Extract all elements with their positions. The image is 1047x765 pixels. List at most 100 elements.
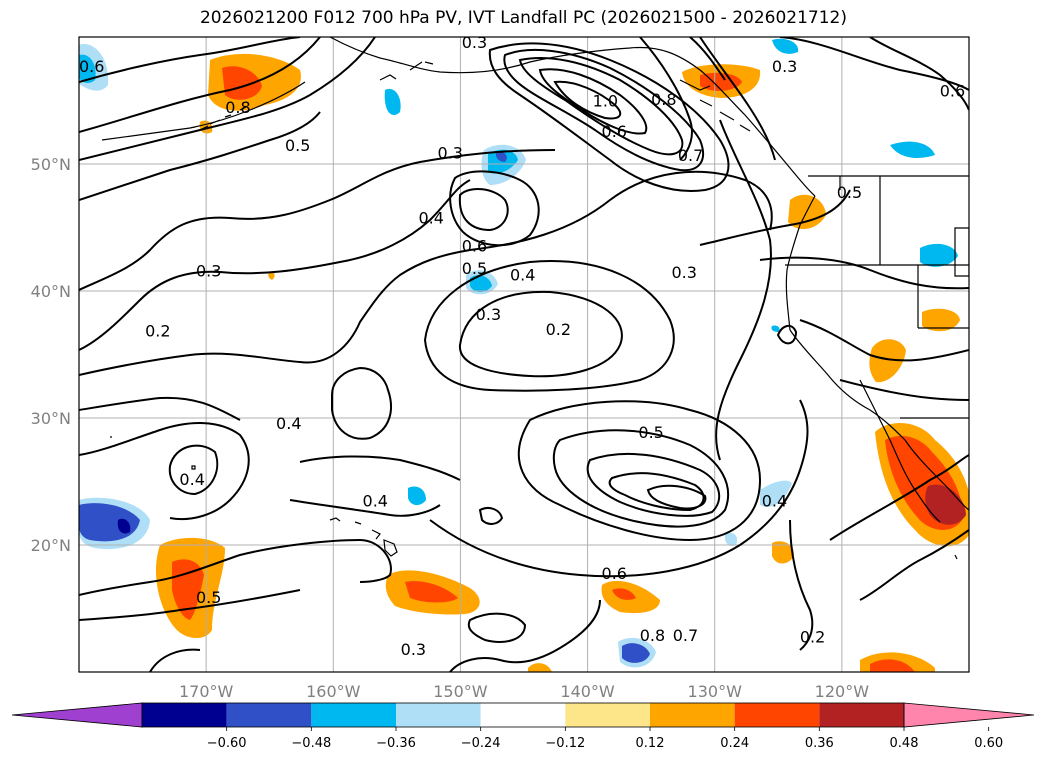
- contour-line: [79, 538, 392, 596]
- anomaly-negative: [920, 243, 958, 267]
- colorbar-bin: [734, 703, 820, 727]
- contour-label: 0.5: [196, 588, 221, 607]
- contour-line: [586, 452, 721, 517]
- contour-label: 0.5: [462, 259, 487, 278]
- contour-line: [639, 37, 693, 161]
- colorbar-tick-label: −0.24: [461, 736, 501, 751]
- contour-line: [518, 57, 684, 156]
- colorbar-tick-label: 0.48: [890, 736, 919, 751]
- colorbar-tick-label: −0.12: [545, 736, 585, 751]
- contour-line: [149, 648, 201, 672]
- contour-line: [646, 484, 707, 510]
- anomaly-negative: [760, 480, 792, 508]
- colorbar-tick-label: −0.48: [291, 736, 331, 751]
- colorbar-tick-label: 0.12: [636, 736, 665, 751]
- contour-line: [829, 454, 969, 541]
- longitude-tick-label: 140°W: [560, 682, 615, 701]
- contour-line: [79, 422, 250, 521]
- contour-line: [478, 507, 504, 525]
- contour-line: [79, 589, 301, 621]
- contour-line: [517, 400, 762, 542]
- contour-label: 0.6: [462, 236, 487, 255]
- contour-label: 1.0: [593, 92, 618, 111]
- contour-line: [423, 260, 675, 392]
- latitude-tick-label: 40°N: [31, 282, 71, 301]
- anomaly-positive: [869, 339, 906, 383]
- latitude-tick-label: 20°N: [31, 536, 71, 555]
- anomaly-negative: [772, 38, 799, 54]
- anomaly-negative: [117, 518, 131, 534]
- coastline-alaska: [329, 37, 816, 197]
- contour-label: 0.8: [640, 626, 665, 645]
- colorbar-bin: [565, 703, 650, 727]
- contour-line: [429, 399, 809, 578]
- contour-label: 0.6: [602, 122, 627, 141]
- contour-line: [799, 319, 969, 362]
- contour-line: [449, 599, 601, 672]
- contour-line: [299, 455, 461, 481]
- coastlines: [101, 37, 969, 560]
- island-hawaii: [329, 517, 398, 557]
- colorbar-tick-label: 0.60: [974, 736, 1003, 751]
- colorbar-bin: [650, 703, 735, 727]
- anomaly-negative: [724, 533, 738, 546]
- colorbar-extension-right: [903, 702, 1035, 728]
- contour-line: [458, 188, 509, 232]
- contour-line: [859, 529, 969, 601]
- contour-label: 0.4: [762, 492, 787, 511]
- contour-line: [79, 37, 321, 133]
- colorbar-extension-left: [11, 702, 143, 728]
- contour-label: 0.6: [940, 81, 965, 100]
- contour-line: [689, 37, 726, 81]
- anomaly-negative: [79, 54, 96, 84]
- anomaly-positive: [925, 484, 966, 525]
- contour-line: [79, 37, 376, 161]
- contour-label: 0.4: [418, 208, 443, 227]
- island-small: [110, 436, 958, 560]
- contour-line: [79, 149, 556, 291]
- contour-label: 0.8: [225, 98, 250, 117]
- shaded-anomalies: [79, 38, 969, 672]
- contour-line: [488, 42, 730, 192]
- colorbar-bin: [142, 703, 227, 727]
- contour-label: 0.4: [276, 414, 301, 433]
- contour-label: 0.3: [772, 57, 797, 76]
- contour-label: 0.4: [363, 492, 388, 511]
- anomaly-positive: [772, 541, 795, 564]
- longitude-tick-label: 150°W: [433, 682, 488, 701]
- contour-line: [552, 429, 730, 528]
- contour-label: 0.4: [510, 265, 535, 284]
- contour-line: [467, 612, 527, 643]
- latitude-tick-labels: 20°N 30°N 40°N 50°N: [31, 155, 71, 555]
- contour-line: [553, 80, 622, 120]
- contour-label: 0.6: [79, 57, 104, 76]
- contour-label: 0.5: [638, 423, 663, 442]
- contour-label: 0.7: [673, 626, 698, 645]
- contour-label: 0.3: [196, 262, 221, 281]
- contour-line: [449, 170, 540, 247]
- contour-label: 0.4: [179, 470, 204, 489]
- contour-line: [699, 37, 776, 161]
- contour-label: 0.2: [800, 627, 825, 646]
- contour-line: [789, 519, 814, 651]
- coastline-mexico: [904, 439, 969, 511]
- anomaly-negative: [890, 141, 935, 158]
- anomaly-positive: [612, 588, 636, 600]
- anomaly-positive: [528, 663, 552, 672]
- colorbar-bin: [311, 703, 396, 727]
- anomaly-negative: [771, 325, 780, 332]
- pv-contours: [79, 37, 969, 672]
- coastline-california: [789, 329, 906, 441]
- anomaly-positive: [870, 659, 915, 672]
- contour-label: 0.2: [145, 321, 170, 340]
- contour-line: [608, 472, 705, 512]
- longitude-tick-label: 160°W: [306, 682, 361, 701]
- colorbar-tick-label: −0.36: [376, 736, 416, 751]
- colorbar-bin: [226, 703, 312, 727]
- anomaly-positive: [700, 72, 742, 91]
- contour-label: 0.8: [651, 90, 676, 109]
- anomaly-positive: [222, 66, 262, 100]
- contour-label: 0.3: [671, 263, 696, 282]
- longitude-tick-labels: 170°W 160°W 150°W 140°W 130°W 120°W: [179, 682, 869, 701]
- border-states: [785, 176, 969, 329]
